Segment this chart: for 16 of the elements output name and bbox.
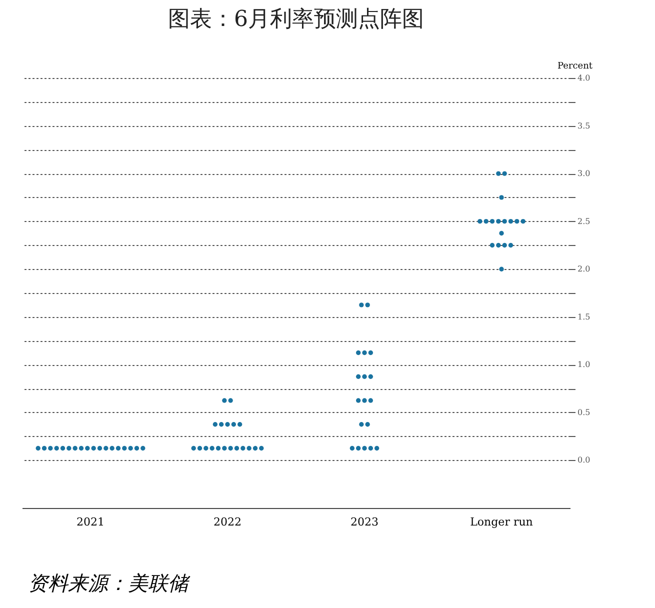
text: 资料来源：美联储	[28, 570, 188, 597]
x-tick-label: Longer run	[470, 516, 533, 528]
y-tick-label: 0.5	[578, 408, 590, 417]
y-tick-label: 2.5	[578, 216, 590, 226]
y-tick-label: 1.0	[578, 360, 590, 370]
chart-title: 图表：6月利率预测点阵图	[168, 7, 424, 32]
y-axis-title: Percent	[557, 62, 593, 72]
y-tick-label: 3.5	[578, 121, 590, 130]
x-tick-label: 2022	[214, 516, 242, 528]
y-tick-label: 3.0	[578, 169, 590, 178]
x-tick-label: 2021	[76, 516, 104, 528]
y-tick-label: 4.0	[578, 74, 590, 82]
y-tick-label: 2.0	[578, 264, 590, 274]
x-tick-label: 2023	[350, 516, 378, 528]
y-tick-label: 0.0	[578, 456, 590, 465]
y-tick-label: 1.5	[578, 312, 590, 322]
